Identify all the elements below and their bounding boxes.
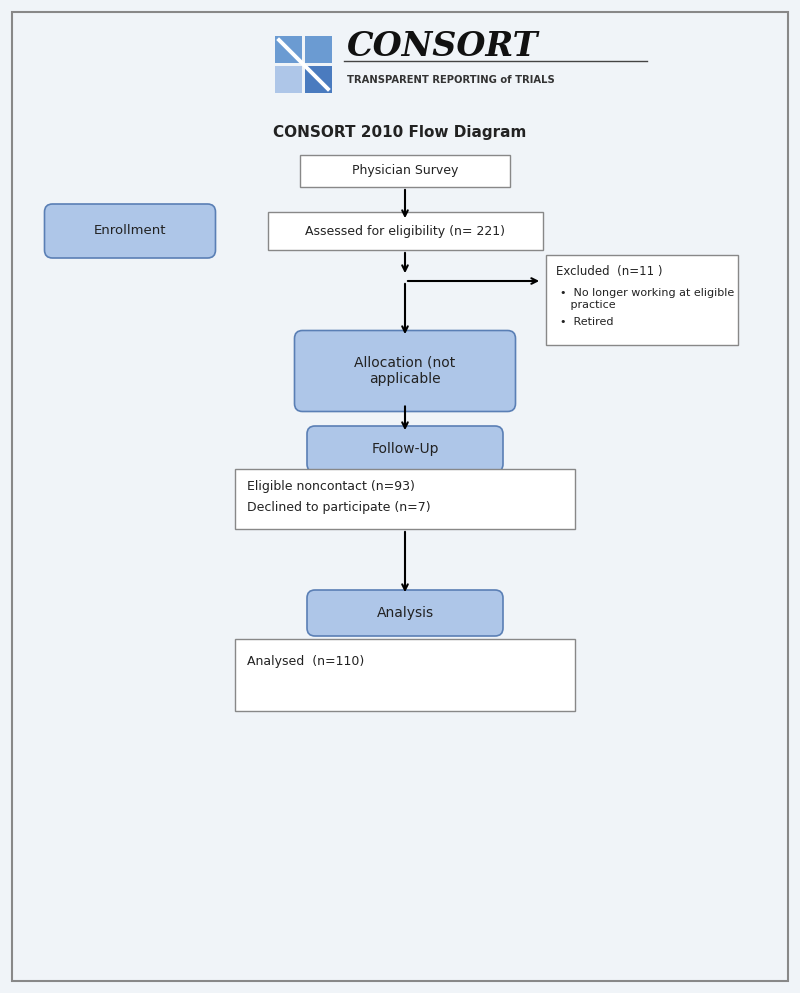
- Text: Eligible noncontact (n=93): Eligible noncontact (n=93): [247, 480, 415, 493]
- FancyBboxPatch shape: [267, 212, 542, 250]
- Text: Excluded  (n=11 ): Excluded (n=11 ): [556, 265, 662, 278]
- FancyBboxPatch shape: [275, 66, 302, 93]
- Text: Allocation (not
applicable: Allocation (not applicable: [354, 355, 456, 386]
- FancyBboxPatch shape: [307, 590, 503, 636]
- FancyBboxPatch shape: [45, 204, 215, 258]
- Text: Analysis: Analysis: [377, 606, 434, 620]
- Text: TRANSPARENT REPORTING of TRIALS: TRANSPARENT REPORTING of TRIALS: [347, 75, 554, 85]
- FancyBboxPatch shape: [300, 155, 510, 187]
- FancyBboxPatch shape: [294, 331, 515, 411]
- Text: Analysed  (n=110): Analysed (n=110): [247, 655, 364, 668]
- FancyBboxPatch shape: [235, 469, 575, 529]
- Text: Assessed for eligibility (n= 221): Assessed for eligibility (n= 221): [305, 224, 505, 237]
- FancyBboxPatch shape: [305, 36, 332, 63]
- Text: CONSORT 2010 Flow Diagram: CONSORT 2010 Flow Diagram: [274, 125, 526, 140]
- Text: •  No longer working at eligible
   practice: • No longer working at eligible practice: [560, 288, 734, 310]
- Text: Declined to participate (n=7): Declined to participate (n=7): [247, 501, 430, 514]
- Text: CONSORT: CONSORT: [347, 31, 538, 64]
- Text: •  Retired: • Retired: [560, 317, 614, 327]
- Text: Enrollment: Enrollment: [94, 224, 166, 237]
- Text: Physician Survey: Physician Survey: [352, 165, 458, 178]
- FancyBboxPatch shape: [275, 36, 302, 63]
- FancyBboxPatch shape: [546, 255, 738, 345]
- Text: Follow-Up: Follow-Up: [371, 442, 438, 456]
- FancyBboxPatch shape: [307, 426, 503, 472]
- FancyBboxPatch shape: [305, 66, 332, 93]
- FancyBboxPatch shape: [235, 639, 575, 711]
